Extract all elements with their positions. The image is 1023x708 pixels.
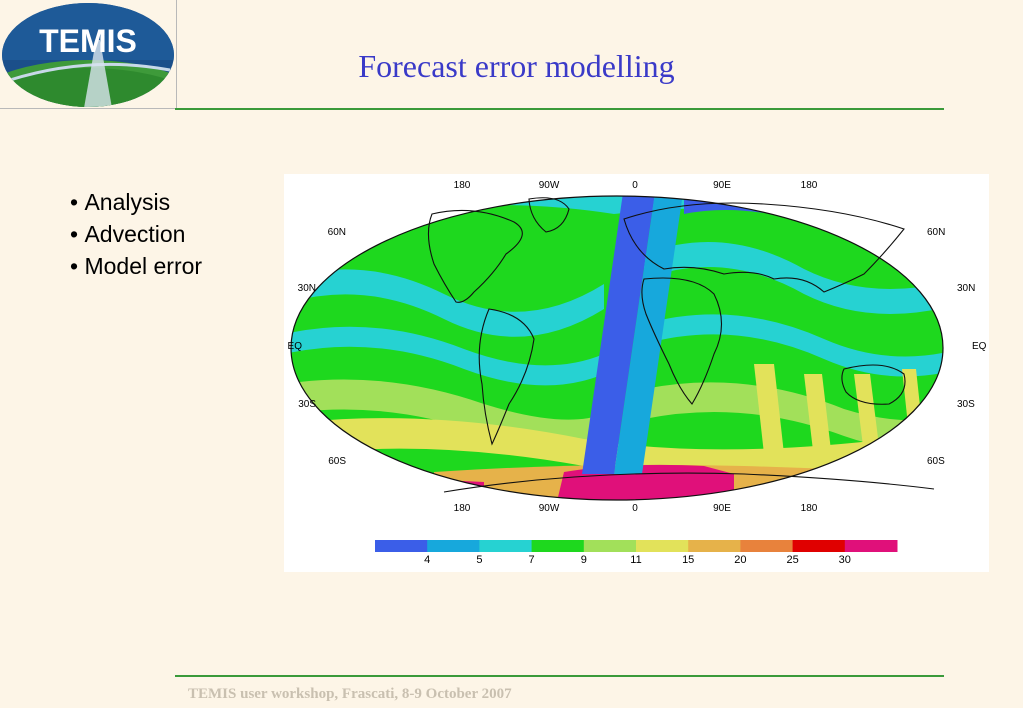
- coastline-south-america: [478, 308, 535, 446]
- colorbar-tick-label: 15: [682, 554, 694, 566]
- latitude-label: 30S: [957, 399, 975, 410]
- longitude-label: 180: [801, 180, 818, 191]
- latitude-label: 60S: [927, 456, 945, 467]
- forecast-error-map-figure: 180 90W 0 90E 180 180 90W 0 90E 180 60N 30N EQ 30S 6…: [284, 174, 989, 572]
- colorbar-tick-label: 7: [529, 554, 535, 566]
- footer-text: TEMIS user workshop, Frascati, 8-9 Octob…: [188, 686, 512, 702]
- coastline-australia: [841, 364, 906, 405]
- world-map: [290, 195, 944, 501]
- colorbar-tick-label: 30: [839, 554, 851, 566]
- colorbar-segment: [688, 540, 741, 552]
- longitude-label: 90E: [713, 180, 731, 191]
- bullet-item: Analysis: [70, 186, 202, 218]
- longitude-labels-top: 180 90W 0 90E 180: [454, 180, 818, 191]
- colorbar-segment: [792, 540, 846, 552]
- longitude-label: 180: [454, 180, 471, 191]
- longitude-label: 90W: [539, 180, 560, 191]
- longitude-label: 0: [632, 503, 638, 514]
- coastline-antarctica: [443, 472, 935, 493]
- logo-text: TEMIS: [39, 23, 137, 59]
- colorbar-tick-label: 25: [786, 554, 798, 566]
- temis-logo: TEMIS: [0, 0, 177, 109]
- colorbar: [375, 540, 898, 552]
- colorbar-tick-label: 4: [424, 554, 430, 566]
- bottom-divider: [175, 675, 944, 677]
- coastline-europe-asia: [623, 202, 905, 293]
- latitude-label: EQ: [288, 341, 303, 352]
- latitude-labels-right: 60N 30N EQ 30S 60S: [927, 227, 987, 467]
- latitude-label: 60N: [328, 227, 346, 238]
- top-divider: [175, 108, 944, 110]
- colorbar-segment: [844, 540, 898, 552]
- slide-title: Forecast error modelling: [358, 48, 675, 84]
- colorbar-tick-labels: 4 5 7 9 11 15 20 25 30: [424, 554, 851, 566]
- bullet-list: Analysis Advection Model error: [70, 186, 202, 282]
- longitude-label: 0: [632, 180, 638, 191]
- colorbar-segment: [636, 540, 689, 552]
- colorbar-tick-label: 9: [581, 554, 587, 566]
- latitude-label: 30N: [957, 283, 975, 294]
- latitude-label: EQ: [972, 341, 987, 352]
- longitude-label: 180: [801, 503, 818, 514]
- colorbar-segment: [375, 540, 428, 552]
- longitude-labels-bottom: 180 90W 0 90E 180: [454, 503, 818, 514]
- colorbar-segment: [427, 540, 480, 552]
- latitude-label: 60N: [927, 227, 945, 238]
- latitude-label: 30N: [298, 283, 316, 294]
- colorbar-segment: [583, 540, 637, 552]
- colorbar-segment: [531, 540, 585, 552]
- colorbar-tick-label: 11: [630, 554, 641, 566]
- latitude-label: 30S: [298, 399, 316, 410]
- coastline-north-america: [427, 209, 523, 303]
- colorbar-segment: [740, 540, 794, 552]
- longitude-label: 180: [454, 503, 471, 514]
- colorbar-tick-label: 20: [734, 554, 746, 566]
- longitude-label: 90E: [713, 503, 731, 514]
- bullet-item: Model error: [70, 250, 202, 282]
- colorbar-segment: [479, 540, 533, 552]
- longitude-label: 90W: [539, 503, 560, 514]
- latitude-label: 60S: [328, 456, 346, 467]
- coastline-africa: [641, 277, 722, 405]
- latitude-labels-left: 60N 30N EQ 30S 60S: [288, 227, 347, 467]
- bullet-item: Advection: [70, 218, 202, 250]
- colorbar-tick-label: 5: [476, 554, 482, 566]
